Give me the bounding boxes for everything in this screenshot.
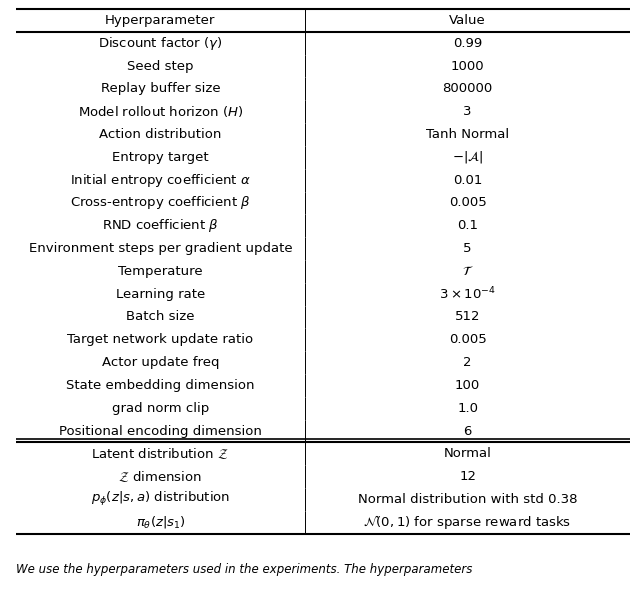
Text: Replay buffer size: Replay buffer size (100, 83, 220, 95)
Text: $\pi_{\theta}(z|s_1)$: $\pi_{\theta}(z|s_1)$ (136, 514, 185, 530)
Text: Entropy target: Entropy target (112, 151, 209, 164)
Text: Value: Value (449, 14, 486, 27)
Text: 0.005: 0.005 (449, 333, 486, 346)
Text: Discount factor ($\gamma$): Discount factor ($\gamma$) (98, 35, 223, 52)
Text: 12: 12 (459, 470, 476, 483)
Text: 2: 2 (463, 356, 472, 369)
Text: 0.1: 0.1 (457, 219, 478, 232)
Text: Action distribution: Action distribution (99, 128, 221, 141)
Text: Hyperparameter: Hyperparameter (105, 14, 216, 27)
Text: $\mathcal{T}$: $\mathcal{T}$ (461, 265, 474, 278)
Text: 0.005: 0.005 (449, 197, 486, 209)
Text: 800000: 800000 (442, 83, 493, 95)
Text: 1000: 1000 (451, 60, 484, 72)
Text: $\mathcal{N}(0, 1)$ for sparse reward tasks: $\mathcal{N}(0, 1)$ for sparse reward ta… (364, 513, 572, 531)
Text: 0.99: 0.99 (453, 37, 482, 50)
Text: 0.01: 0.01 (453, 174, 483, 186)
Text: State embedding dimension: State embedding dimension (66, 379, 255, 392)
Text: Target network update ratio: Target network update ratio (67, 333, 253, 346)
Text: Normal: Normal (444, 447, 492, 460)
Text: Environment steps per gradient update: Environment steps per gradient update (29, 242, 292, 255)
Text: Latent distribution $\mathcal{Z}$: Latent distribution $\mathcal{Z}$ (92, 446, 229, 461)
Text: 100: 100 (455, 379, 480, 392)
Text: Temperature: Temperature (118, 265, 203, 278)
Text: 512: 512 (455, 311, 481, 323)
Text: $3 \times 10^{-4}$: $3 \times 10^{-4}$ (439, 286, 496, 303)
Text: Positional encoding dimension: Positional encoding dimension (59, 425, 262, 438)
Text: $p_{\phi}(z|s, a)$ distribution: $p_{\phi}(z|s, a)$ distribution (91, 490, 230, 508)
Text: Batch size: Batch size (126, 311, 195, 323)
Text: 5: 5 (463, 242, 472, 255)
Text: RND coefficient $\beta$: RND coefficient $\beta$ (102, 217, 219, 234)
Text: Model rollout horizon ($H$): Model rollout horizon ($H$) (77, 104, 243, 119)
Text: 1.0: 1.0 (457, 402, 478, 415)
Text: 3: 3 (463, 105, 472, 118)
Text: Cross-entropy coefficient $\beta$: Cross-entropy coefficient $\beta$ (70, 194, 251, 212)
Text: Learning rate: Learning rate (116, 288, 205, 301)
Text: 6: 6 (463, 425, 472, 438)
Text: Normal distribution with std 0.38: Normal distribution with std 0.38 (358, 493, 577, 506)
Text: Tanh Normal: Tanh Normal (426, 128, 509, 141)
Text: $\mathcal{Z}$ dimension: $\mathcal{Z}$ dimension (118, 469, 202, 484)
Text: We use the hyperparameters used in the experiments. The hyperparameters: We use the hyperparameters used in the e… (16, 563, 472, 576)
Text: Initial entropy coefficient $\alpha$: Initial entropy coefficient $\alpha$ (70, 172, 251, 189)
Text: $-|\mathcal{A}|$: $-|\mathcal{A}|$ (452, 150, 483, 165)
Text: grad norm clip: grad norm clip (112, 402, 209, 415)
Text: Actor update freq: Actor update freq (102, 356, 219, 369)
Text: Seed step: Seed step (127, 60, 194, 72)
